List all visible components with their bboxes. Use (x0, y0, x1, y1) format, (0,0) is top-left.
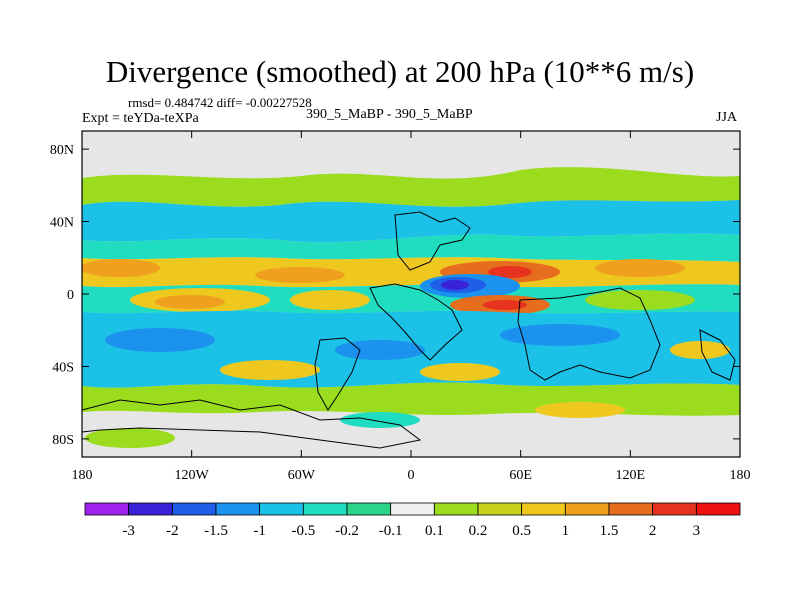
sh-positive-patch-far-east (670, 341, 730, 359)
coastline-africa (369, 283, 463, 361)
positive-core-asia (488, 266, 532, 278)
experiment-label: Expt = teYDa-teXPa (82, 111, 199, 126)
chart-title: Divergence (smoothed) at 200 hPa (10**6 … (105, 54, 695, 89)
nh-band-weak-negative (82, 233, 740, 262)
coastline-antarctica (82, 399, 422, 449)
y-tick-label: 0 (67, 288, 74, 303)
colorbar-label: 3 (693, 523, 701, 539)
colorbar-swatch (259, 502, 304, 516)
colorbar-label: 0.2 (469, 523, 488, 539)
coastlines (82, 211, 736, 449)
nh-subtropical-positive-belt (82, 257, 740, 288)
coastline-europe (394, 211, 471, 271)
colorbar-swatch (171, 502, 217, 516)
colorbar-swatch (608, 502, 654, 516)
colorbar-label: 0.5 (512, 523, 531, 539)
equatorial-positive-indian-core (483, 300, 527, 310)
season-label: JJA (716, 110, 738, 125)
colorbar-swatch (390, 502, 435, 516)
positive-patch-atlantic (255, 267, 345, 283)
colorbar-swatch (433, 502, 479, 516)
nh-band-weak-positive (82, 167, 740, 207)
x-tick-label: 60E (509, 468, 532, 483)
colorbar-label: -2 (166, 523, 179, 539)
colorbar-swatch (652, 502, 697, 516)
colorbar-swatch (521, 502, 566, 516)
positive-patch-pacific (82, 259, 160, 277)
x-axis: 180 120W 60W 0 60E 120E 180 (72, 131, 751, 483)
x-tick-label: 180 (72, 468, 93, 483)
colorbar-label: -0.1 (379, 523, 403, 539)
sh-weak-negative-patch (340, 412, 420, 428)
colorbar-label: 1.5 (600, 523, 619, 539)
positive-patch-west-pacific (595, 259, 685, 277)
x-tick-label: 60W (288, 468, 316, 483)
sh-positive-patch-south (535, 402, 625, 418)
x-tick-label: 0 (408, 468, 415, 483)
colorbar-swatch (84, 502, 130, 516)
contour-fields (82, 167, 740, 448)
colorbar-swatch (564, 502, 610, 516)
colorbar-label: -0.2 (335, 523, 359, 539)
coastline-south-america (314, 337, 361, 411)
coastline-asia-australia (517, 287, 661, 381)
equatorial-positive-pacific-core (155, 295, 225, 309)
colorbar-label: -0.5 (291, 523, 315, 539)
y-axis: 80N 40N 0 40S 80S (50, 143, 740, 448)
colorbar-swatch (215, 502, 261, 516)
equatorial-weak-positive-pacific (585, 290, 695, 310)
y-tick-label: 40S (52, 360, 74, 375)
y-tick-label: 80S (52, 433, 74, 448)
colorbar-swatch (346, 502, 392, 516)
stats-label: rmsd= 0.484742 diff= -0.00227528 (128, 95, 312, 110)
y-tick-label: 80N (50, 143, 74, 158)
equatorial-positive-americas (290, 290, 370, 310)
sh-positive-patch-americas (220, 360, 320, 380)
colorbar-swatch (128, 502, 173, 516)
x-tick-label: 120E (616, 468, 646, 483)
antarctic-weak-positive-patch (85, 428, 175, 448)
y-tick-label: 40N (50, 216, 74, 231)
colorbar-swatch (302, 502, 348, 516)
sh-negative-patch-east (500, 324, 620, 346)
nh-band-negative (82, 200, 740, 243)
colorbar-swatch (477, 502, 523, 516)
colorbar: -3 -2 -1.5 -1 -0.5 -0.2 -0.1 0.1 0.2 0.5 1 1.5 2 3 (84, 502, 741, 539)
colorbar-label: 1 (562, 523, 570, 539)
case-label: 390_5_MaBP - 390_5_MaBP (306, 107, 473, 122)
colorbar-label: 2 (649, 523, 657, 539)
x-tick-label: 180 (730, 468, 751, 483)
colorbar-label: -1 (253, 523, 266, 539)
colorbar-label: -3 (122, 523, 135, 539)
x-tick-label: 120W (175, 468, 210, 483)
colorbar-label: -1.5 (204, 523, 228, 539)
sh-negative-patch-central (335, 340, 425, 360)
coastline-islands (699, 329, 736, 381)
sh-negative-patch-west (105, 328, 215, 352)
equatorial-negative-core (441, 280, 469, 290)
colorbar-swatch (695, 502, 741, 516)
sh-weak-positive-band (82, 382, 740, 416)
colorbar-label: 0.1 (425, 523, 444, 539)
sh-positive-patch-africa (420, 363, 500, 381)
